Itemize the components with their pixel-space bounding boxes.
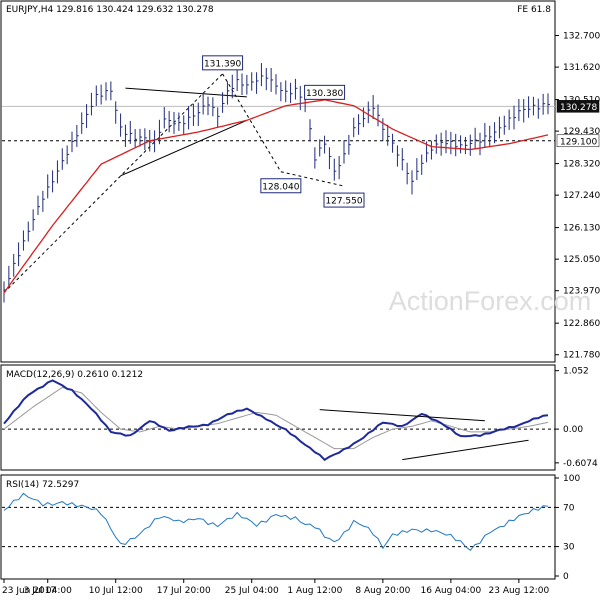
y-tick-label: 123.970: [563, 287, 600, 297]
x-tick-label: 1 Aug 12:00: [287, 586, 342, 596]
chart-header: EURJPY,H4 129.816 130.424 129.632 130.27…: [6, 5, 214, 15]
annotation-label: 130.380: [306, 89, 343, 99]
x-tick-label: 16 Aug 04:00: [421, 586, 482, 596]
y-tick-label: 126.130: [563, 224, 600, 234]
fib-projection-line: [280, 171, 345, 187]
price-annotation: 130.380: [304, 84, 346, 100]
triangle-lower-line: [120, 119, 248, 177]
annotation-box: [304, 84, 346, 100]
rsi-panel-frame: [0, 474, 556, 580]
last-price-badge-bg: [556, 100, 600, 113]
annotation-label: 128.040: [262, 182, 299, 192]
y-tick-label: 128.320: [563, 160, 600, 170]
annotation-label: 127.550: [325, 197, 362, 207]
annotation-box: [202, 55, 244, 71]
x-tick-label: 23 Aug 12:00: [489, 586, 550, 596]
macd-y-tick-label: -0.6074: [563, 459, 598, 469]
x-tick-label: 8 Aug 20:00: [355, 586, 410, 596]
rsi-line: [3, 492, 549, 551]
fe-label: FE 61.8: [517, 5, 551, 15]
rsi-y-tick-label: 70: [563, 503, 575, 513]
watermark: ActionForex.com: [389, 286, 592, 316]
y-tick-label: 129.430: [563, 127, 600, 137]
macd-y-tick-label: 1.052: [563, 367, 589, 377]
y-tick-label: 132.700: [563, 32, 600, 42]
macd-label: MACD(12,26,9) 0.2610 0.1212: [6, 370, 143, 380]
x-tick-label: 3 Jul 04:00: [24, 586, 73, 596]
annotation-label: 131.390: [204, 59, 241, 69]
last-price-badge: 130.278: [556, 100, 600, 113]
macd-signal-line: [3, 386, 549, 450]
y-tick-label: 131.620: [563, 63, 600, 73]
x-tick-label: 25 Jul 04:00: [225, 586, 279, 596]
support-badge-bg: [556, 134, 600, 148]
y-tick-label: 127.240: [563, 191, 600, 201]
macd-divergence-line: [319, 409, 485, 422]
rsi-y-tick-label: 30: [563, 543, 575, 553]
price-annotation: 128.040: [260, 178, 302, 194]
y-tick-label: 125.050: [563, 255, 600, 265]
last-price-badge-text: 130.278: [560, 103, 597, 113]
y-tick-label: 122.860: [563, 319, 600, 329]
rsi-label: RSI(14) 72.5297: [6, 480, 79, 490]
rsi-y-tick-label: 100: [563, 474, 580, 484]
x-tick-label: 17 Jul 20:00: [157, 586, 211, 596]
annotation-box: [260, 178, 302, 194]
macd-y-tick-label: 0.00: [563, 425, 583, 435]
triangle-upper-line: [125, 87, 247, 98]
price-annotation: 127.550: [323, 192, 365, 208]
annotation-box: [323, 192, 365, 208]
macd-line: [3, 379, 549, 462]
y-tick-label: 121.780: [563, 351, 600, 361]
macd-panel-frame: [0, 364, 556, 471]
x-tick-label: 10 Jul 12:00: [89, 586, 143, 596]
price-annotation: 131.390: [202, 55, 244, 71]
support-badge-text: 129.100: [560, 137, 597, 147]
moving-average-line: [3, 99, 549, 294]
macd-divergence-line: [402, 439, 529, 461]
rsi-y-tick-label: 0: [563, 572, 569, 582]
x-tick-label: 23 Jun 2017: [2, 586, 56, 596]
support-badge: 129.100: [556, 134, 600, 148]
